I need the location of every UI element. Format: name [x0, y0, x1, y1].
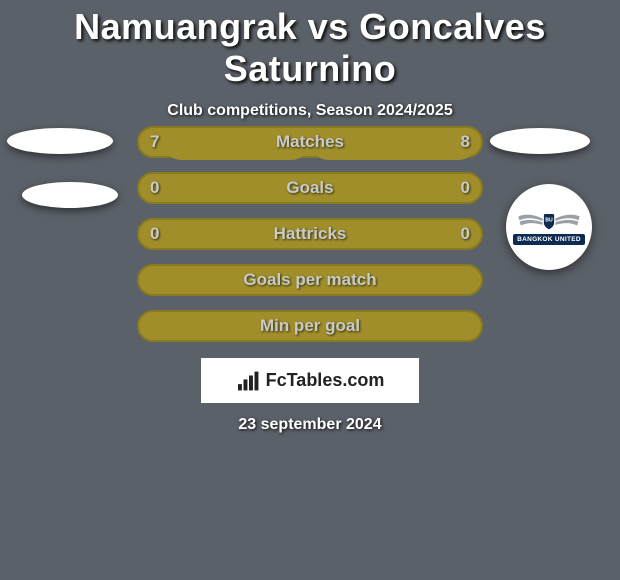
- player-left-ellipse-1: [7, 128, 113, 154]
- club-name-label: BANGKOK UNITED: [513, 234, 585, 245]
- stat-value-right: 0: [461, 178, 470, 198]
- club-badge-right: BU BANGKOK UNITED: [506, 184, 592, 270]
- player-right-ellipse-1: [490, 128, 590, 154]
- footer-brand-box: FcTables.com: [201, 358, 419, 403]
- fctables-logo-icon: [236, 370, 262, 392]
- svg-text:BU: BU: [545, 217, 553, 223]
- stat-label: Hattricks: [137, 224, 483, 244]
- page-title: Namuangrak vs Goncalves Saturnino: [0, 6, 620, 90]
- stat-value-right: 0: [461, 224, 470, 244]
- stat-value-left: 0: [150, 178, 159, 198]
- subtitle: Club competitions, Season 2024/2025: [0, 102, 620, 120]
- stat-label: Min per goal: [137, 316, 483, 336]
- stat-value-right: 8: [461, 132, 470, 152]
- player-left-ellipse-2: [22, 182, 118, 208]
- stat-label: Matches: [137, 132, 483, 152]
- stat-label: Goals per match: [137, 270, 483, 290]
- club-wings-icon: BU: [517, 210, 581, 232]
- stat-row: Min per goal: [0, 310, 620, 356]
- footer-brand-text: FcTables.com: [266, 370, 385, 391]
- stat-value-left: 0: [150, 224, 159, 244]
- stat-row: Goals per match: [0, 264, 620, 310]
- stat-value-left: 7: [150, 132, 159, 152]
- stat-label: Goals: [137, 178, 483, 198]
- date-label: 23 september 2024: [0, 416, 620, 434]
